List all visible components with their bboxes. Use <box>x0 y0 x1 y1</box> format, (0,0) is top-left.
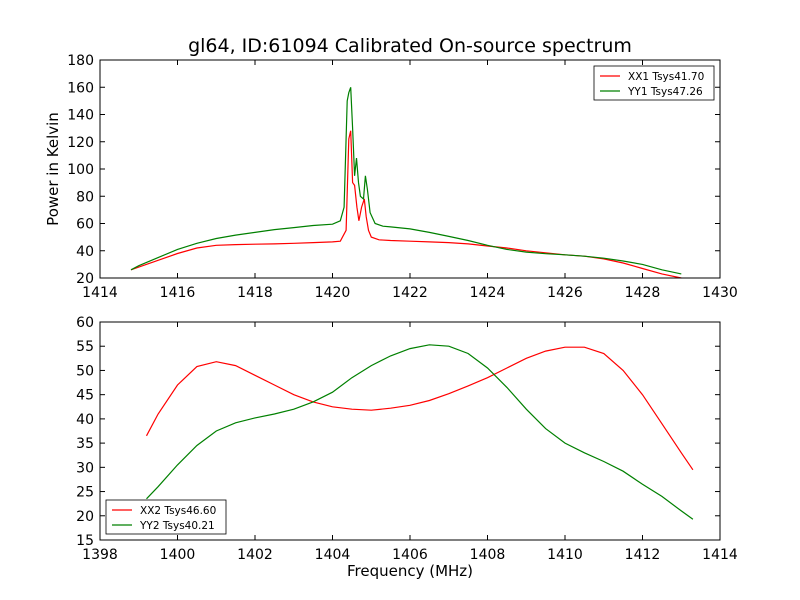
bottom-panel: 1398 1400 1402 1404 1406 1408 1410 1412 1414 15 20… <box>76 315 738 563</box>
x-tick-label: 1414 <box>82 285 118 301</box>
y-tick-label: 15 <box>76 533 94 549</box>
legend: XX2 Tsys46.60 YY2 Tsys40.21 <box>105 499 227 535</box>
x-tick-label: 1406 <box>392 547 428 563</box>
legend-label: YY1 Tsys47.26 <box>627 86 703 98</box>
legend-box <box>105 499 227 535</box>
y-tick-label: 25 <box>76 485 94 501</box>
legend-box <box>593 65 715 101</box>
x-tick-label: 1398 <box>82 547 118 563</box>
y-tick-label: 120 <box>67 135 94 151</box>
series-line-1 <box>130 130 682 279</box>
y-axis-title: Power in Kelvin <box>44 112 62 226</box>
x-axis-title: Frequency (MHz) <box>347 562 473 580</box>
legend-label: XX1 Tsys41.70 <box>628 71 704 83</box>
x-tick-label: 1428 <box>625 285 661 301</box>
y-tick-label: 30 <box>76 460 94 476</box>
x-tick-label: 1424 <box>470 285 506 301</box>
x-tick-label: 1420 <box>315 285 351 301</box>
y-tick-label: 50 <box>76 363 94 379</box>
series-line-1 <box>145 346 694 471</box>
x-tick-label: 1408 <box>470 547 506 563</box>
x-tick-label: 1414 <box>702 547 738 563</box>
y-tick-label: 180 <box>67 53 94 69</box>
y-tick-label: 45 <box>76 388 94 404</box>
x-tick-label: 1412 <box>625 547 661 563</box>
y-tick-label: 35 <box>76 436 94 452</box>
x-tick-label: 1402 <box>237 547 273 563</box>
y-tick-label: 100 <box>67 162 94 178</box>
y-tick-label: 60 <box>76 315 94 331</box>
y-tick-label: 40 <box>76 412 94 428</box>
y-tick-label: 55 <box>76 339 94 355</box>
x-tick-label: 1400 <box>160 547 196 563</box>
y-tick-label: 20 <box>76 509 94 525</box>
series-line-2 <box>146 344 694 520</box>
x-tick-label: 1404 <box>315 547 351 563</box>
legend-label: YY2 Tsys40.21 <box>139 520 215 532</box>
legend: XX1 Tsys41.70 YY1 Tsys47.26 <box>593 65 715 101</box>
x-tick-label: 1422 <box>392 285 428 301</box>
legend-label: XX2 Tsys46.60 <box>140 505 216 517</box>
series-line-2 <box>130 87 682 275</box>
y-tick-label: 80 <box>76 189 94 205</box>
chart-title: gl64, ID:61094 Calibrated On-source spec… <box>188 35 632 57</box>
y-tick-label: 160 <box>67 80 94 96</box>
y-tick-label: 60 <box>76 217 94 233</box>
x-tick-label: 1418 <box>237 285 273 301</box>
y-tick-label: 20 <box>76 271 94 287</box>
x-tick-label: 1430 <box>702 285 738 301</box>
y-tick-label: 40 <box>76 244 94 260</box>
x-tick-label: 1426 <box>547 285 583 301</box>
y-tick-label: 140 <box>67 108 94 124</box>
x-tick-label: 1410 <box>547 547 583 563</box>
top-panel: 1414 1416 1418 1420 1422 1424 1426 1428 1430 20 40… <box>44 53 738 301</box>
x-tick-label: 1416 <box>160 285 196 301</box>
